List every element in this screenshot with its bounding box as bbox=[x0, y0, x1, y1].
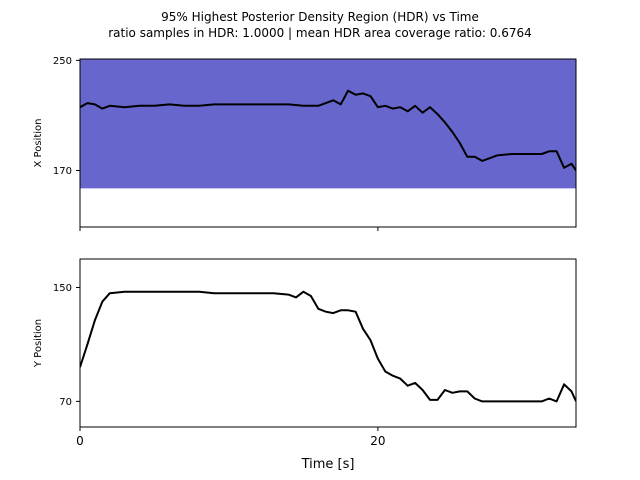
y-position-xtick-label: 0 bbox=[76, 434, 84, 448]
y-position-ytick-label: 70 bbox=[59, 397, 72, 408]
x-position-trace-line bbox=[80, 89, 576, 172]
y-position-axes-frame bbox=[79, 258, 577, 428]
figure-title: 95% Highest Posterior Density Region (HD… bbox=[161, 10, 479, 24]
y-position-xtick-label: 20 bbox=[370, 434, 385, 448]
x-position-ytick-label: 250 bbox=[53, 56, 72, 67]
x-position-ytick-label: 170 bbox=[53, 166, 72, 177]
x-position-ylabel: X Position bbox=[33, 119, 44, 168]
x-position-axes: 170 250 X Position bbox=[33, 56, 577, 231]
y-position-axes: 70 150 0 20 Y Position Time [s] bbox=[33, 258, 577, 472]
y-position-trace-line bbox=[80, 290, 576, 403]
y-position-ylabel: Y Position bbox=[33, 319, 44, 368]
x-position-axes-frame bbox=[79, 58, 577, 228]
y-position-ytick-label: 150 bbox=[53, 283, 72, 294]
figure-subtitle: ratio samples in HDR: 1.0000 | mean HDR … bbox=[108, 26, 532, 40]
y-position-xlabel: Time [s] bbox=[301, 457, 355, 472]
hdr-band bbox=[80, 59, 576, 189]
